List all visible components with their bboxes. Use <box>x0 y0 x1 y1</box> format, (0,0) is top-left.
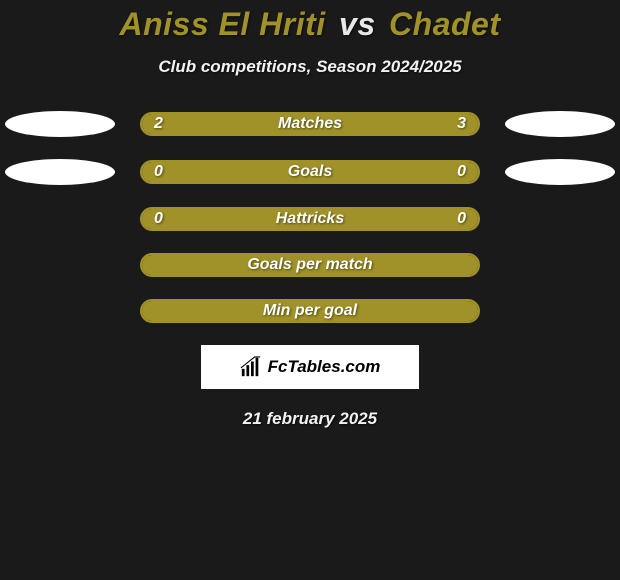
stat-row: 23Matches <box>0 111 620 137</box>
stat-row: 00Goals <box>0 159 620 185</box>
bar-col: Min per goal <box>140 299 480 323</box>
stat-label: Goals per match <box>142 256 478 274</box>
stat-bar: 00Goals <box>140 160 480 184</box>
stat-label: Goals <box>142 163 478 181</box>
stat-bar: Min per goal <box>140 299 480 323</box>
title: Aniss El Hriti vs Chadet <box>0 6 620 43</box>
subtitle: Club competitions, Season 2024/2025 <box>0 57 620 77</box>
player2-badge-ellipse <box>505 111 615 137</box>
player2-name: Chadet <box>389 6 500 42</box>
left-badge-col <box>0 159 120 185</box>
left-badge-col <box>0 111 120 137</box>
player1-badge-ellipse <box>5 159 115 185</box>
root: Aniss El Hriti vs Chadet Club competitio… <box>0 0 620 429</box>
stat-bar: 23Matches <box>140 112 480 136</box>
right-badge-col <box>500 159 620 185</box>
bar-chart-icon <box>240 356 262 378</box>
stat-rows: 23Matches 00Goals 00Hattricks Goals per mat… <box>0 111 620 323</box>
stat-bar: Goals per match <box>140 253 480 277</box>
stat-row: 00Hattricks <box>0 207 620 231</box>
player2-badge-ellipse <box>505 159 615 185</box>
stat-label: Hattricks <box>142 210 478 228</box>
stat-label: Min per goal <box>142 302 478 320</box>
date-line: 21 february 2025 <box>0 409 620 429</box>
bar-col: Goals per match <box>140 253 480 277</box>
brand-box: FcTables.com <box>201 345 419 389</box>
player1-name: Aniss El Hriti <box>120 6 326 42</box>
stat-label: Matches <box>142 115 478 133</box>
stat-row: Min per goal <box>0 299 620 323</box>
bar-col: 00Hattricks <box>140 207 480 231</box>
player1-badge-ellipse <box>5 111 115 137</box>
right-badge-col <box>500 111 620 137</box>
bar-col: 23Matches <box>140 112 480 136</box>
stat-row: Goals per match <box>0 253 620 277</box>
brand-text: FcTables.com <box>268 357 381 377</box>
stat-bar: 00Hattricks <box>140 207 480 231</box>
vs-label: vs <box>339 6 376 42</box>
bar-col: 00Goals <box>140 160 480 184</box>
